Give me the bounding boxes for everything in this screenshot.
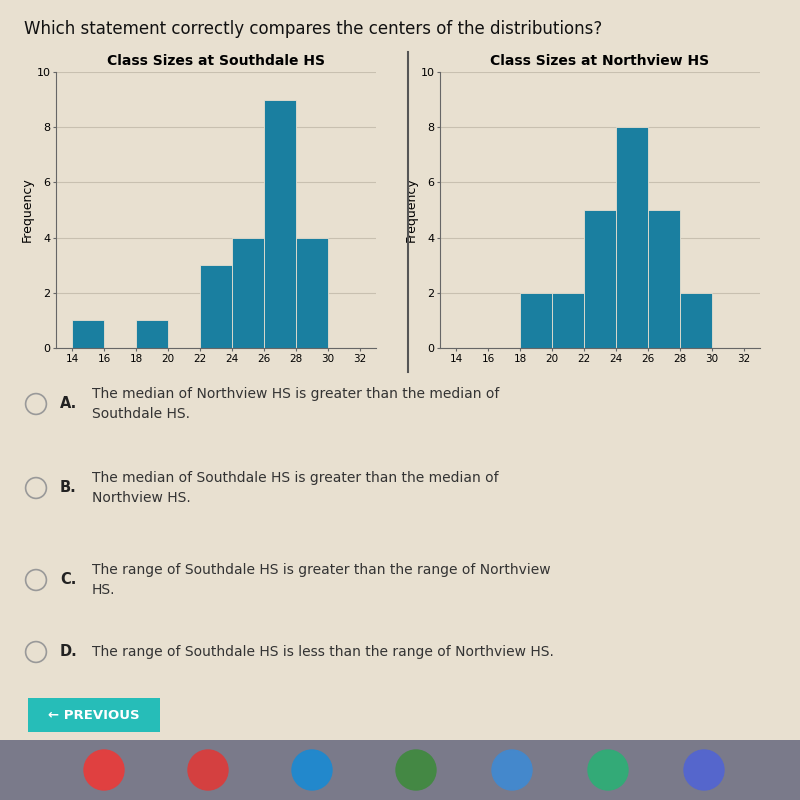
Bar bbox=[616, 127, 648, 348]
Text: D.: D. bbox=[60, 645, 78, 659]
Text: The median of Northview HS is greater than the median of: The median of Northview HS is greater th… bbox=[92, 387, 499, 402]
Text: Southdale HS.: Southdale HS. bbox=[92, 406, 190, 421]
Bar bbox=[200, 266, 232, 348]
Y-axis label: Frequency: Frequency bbox=[21, 178, 34, 242]
Bar bbox=[264, 100, 296, 348]
Ellipse shape bbox=[292, 750, 332, 790]
Text: The range of Southdale HS is greater than the range of Northview: The range of Southdale HS is greater tha… bbox=[92, 563, 550, 578]
Text: Which statement correctly compares the centers of the distributions?: Which statement correctly compares the c… bbox=[24, 20, 602, 38]
Ellipse shape bbox=[396, 750, 436, 790]
Ellipse shape bbox=[188, 750, 228, 790]
Bar bbox=[136, 321, 168, 348]
Bar bbox=[520, 293, 552, 348]
Text: A.: A. bbox=[60, 397, 78, 411]
Bar bbox=[680, 293, 712, 348]
Text: ← PREVIOUS: ← PREVIOUS bbox=[48, 709, 140, 722]
Title: Class Sizes at Northview HS: Class Sizes at Northview HS bbox=[490, 54, 710, 68]
Text: Northview HS.: Northview HS. bbox=[92, 490, 190, 505]
Ellipse shape bbox=[588, 750, 628, 790]
Bar bbox=[232, 238, 264, 348]
Bar bbox=[552, 293, 584, 348]
Text: The median of Southdale HS is greater than the median of: The median of Southdale HS is greater th… bbox=[92, 471, 498, 486]
Bar bbox=[648, 210, 680, 348]
Text: C.: C. bbox=[60, 573, 76, 587]
Bar bbox=[584, 210, 616, 348]
Text: B.: B. bbox=[60, 481, 77, 495]
Ellipse shape bbox=[684, 750, 724, 790]
Title: Class Sizes at Southdale HS: Class Sizes at Southdale HS bbox=[107, 54, 325, 68]
Ellipse shape bbox=[492, 750, 532, 790]
Bar bbox=[72, 321, 104, 348]
Text: HS.: HS. bbox=[92, 582, 115, 597]
Text: The range of Southdale HS is less than the range of Northview HS.: The range of Southdale HS is less than t… bbox=[92, 645, 554, 659]
Ellipse shape bbox=[84, 750, 124, 790]
Bar bbox=[296, 238, 328, 348]
Y-axis label: Frequency: Frequency bbox=[405, 178, 418, 242]
